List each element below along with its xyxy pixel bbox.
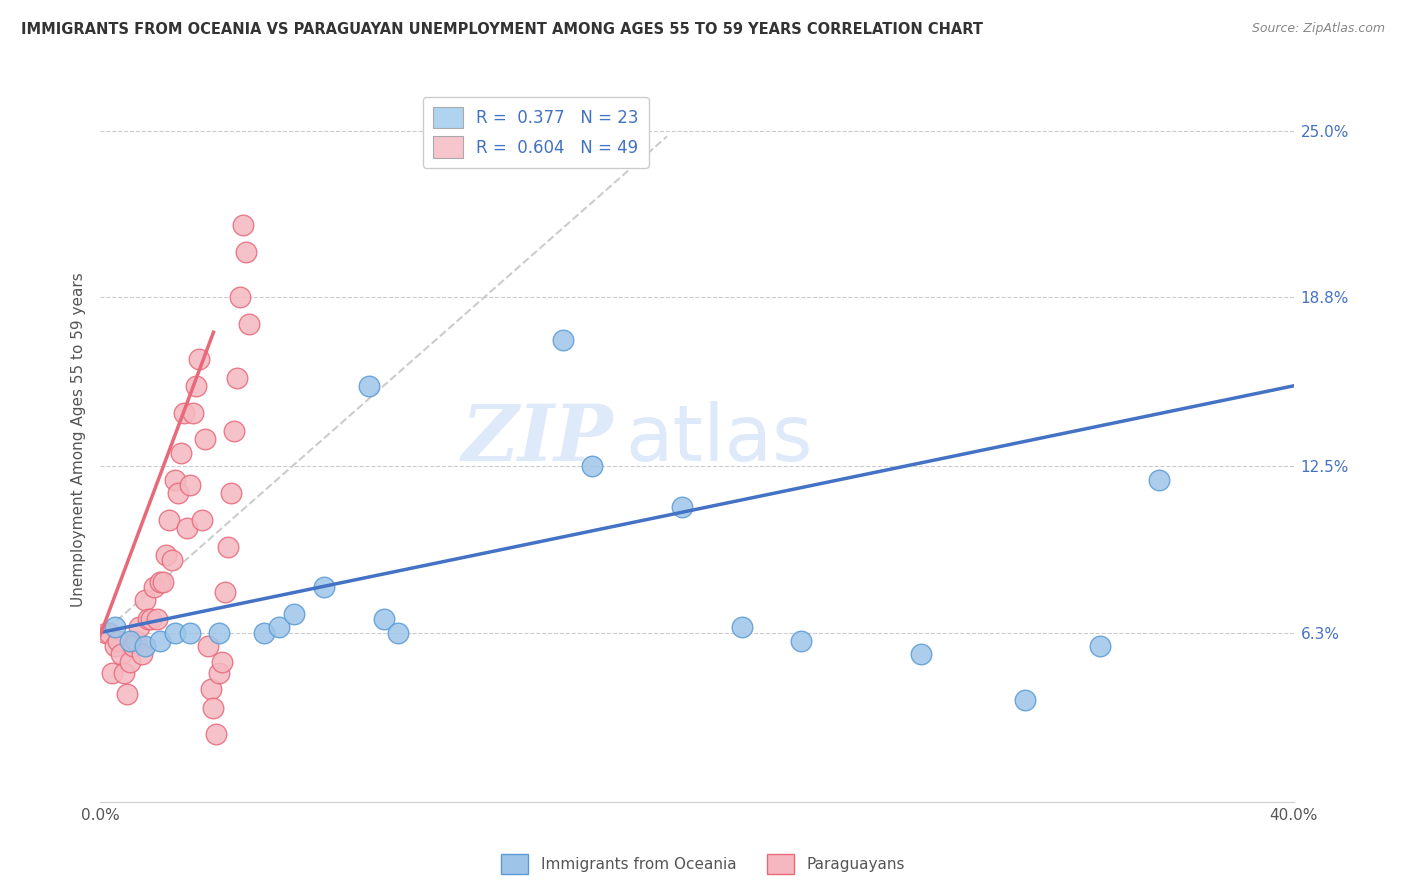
Point	[221, 486, 243, 500]
Text: atlas: atlas	[626, 401, 813, 477]
Point	[283, 607, 305, 621]
Point	[214, 585, 236, 599]
Legend: R =  0.377   N = 23, R =  0.604   N = 49: R = 0.377 N = 23, R = 0.604 N = 49	[423, 96, 648, 168]
Point	[176, 521, 198, 535]
Point	[112, 665, 135, 680]
Point	[551, 333, 574, 347]
Point	[110, 647, 132, 661]
Point	[118, 655, 141, 669]
Point	[166, 486, 188, 500]
Point	[155, 548, 177, 562]
Point	[142, 580, 165, 594]
Point	[197, 639, 219, 653]
Point	[122, 639, 145, 653]
Point	[107, 633, 129, 648]
Point	[208, 625, 231, 640]
Point	[671, 500, 693, 514]
Point	[136, 612, 159, 626]
Point	[101, 665, 124, 680]
Point	[187, 352, 209, 367]
Point	[163, 625, 186, 640]
Point	[312, 580, 335, 594]
Point	[157, 513, 180, 527]
Point	[224, 425, 246, 439]
Point	[373, 612, 395, 626]
Point	[149, 574, 172, 589]
Point	[115, 687, 138, 701]
Point	[226, 371, 249, 385]
Point	[190, 513, 212, 527]
Point	[131, 647, 153, 661]
Point	[128, 620, 150, 634]
Point	[217, 540, 239, 554]
Point	[202, 700, 225, 714]
Point	[94, 625, 117, 640]
Point	[730, 620, 752, 634]
Point	[229, 290, 252, 304]
Text: ZIP: ZIP	[461, 401, 613, 478]
Point	[149, 633, 172, 648]
Point	[98, 625, 121, 640]
Point	[134, 639, 156, 653]
Point	[160, 553, 183, 567]
Point	[193, 433, 215, 447]
Text: Source: ZipAtlas.com: Source: ZipAtlas.com	[1251, 22, 1385, 36]
Point	[253, 625, 276, 640]
Point	[104, 639, 127, 653]
Point	[790, 633, 813, 648]
Point	[173, 406, 195, 420]
Text: IMMIGRANTS FROM OCEANIA VS PARAGUAYAN UNEMPLOYMENT AMONG AGES 55 TO 59 YEARS COR: IMMIGRANTS FROM OCEANIA VS PARAGUAYAN UN…	[21, 22, 983, 37]
Point	[238, 317, 260, 331]
Point	[357, 379, 380, 393]
Point	[269, 620, 291, 634]
Point	[139, 612, 162, 626]
Legend: Immigrants from Oceania, Paraguayans: Immigrants from Oceania, Paraguayans	[495, 848, 911, 880]
Point	[387, 625, 409, 640]
Point	[1014, 692, 1036, 706]
Point	[118, 633, 141, 648]
Point	[184, 379, 207, 393]
Point	[104, 620, 127, 634]
Point	[581, 459, 603, 474]
Point	[1088, 639, 1111, 653]
Point	[208, 665, 231, 680]
Y-axis label: Unemployment Among Ages 55 to 59 years: Unemployment Among Ages 55 to 59 years	[72, 272, 86, 607]
Point	[232, 218, 254, 232]
Point	[235, 244, 257, 259]
Point	[125, 633, 148, 648]
Point	[170, 446, 193, 460]
Point	[1147, 473, 1170, 487]
Point	[152, 574, 174, 589]
Point	[181, 406, 204, 420]
Point	[211, 655, 233, 669]
Point	[163, 473, 186, 487]
Point	[179, 478, 201, 492]
Point	[205, 727, 228, 741]
Point	[146, 612, 169, 626]
Point	[910, 647, 932, 661]
Point	[179, 625, 201, 640]
Point	[134, 593, 156, 607]
Point	[200, 681, 222, 696]
